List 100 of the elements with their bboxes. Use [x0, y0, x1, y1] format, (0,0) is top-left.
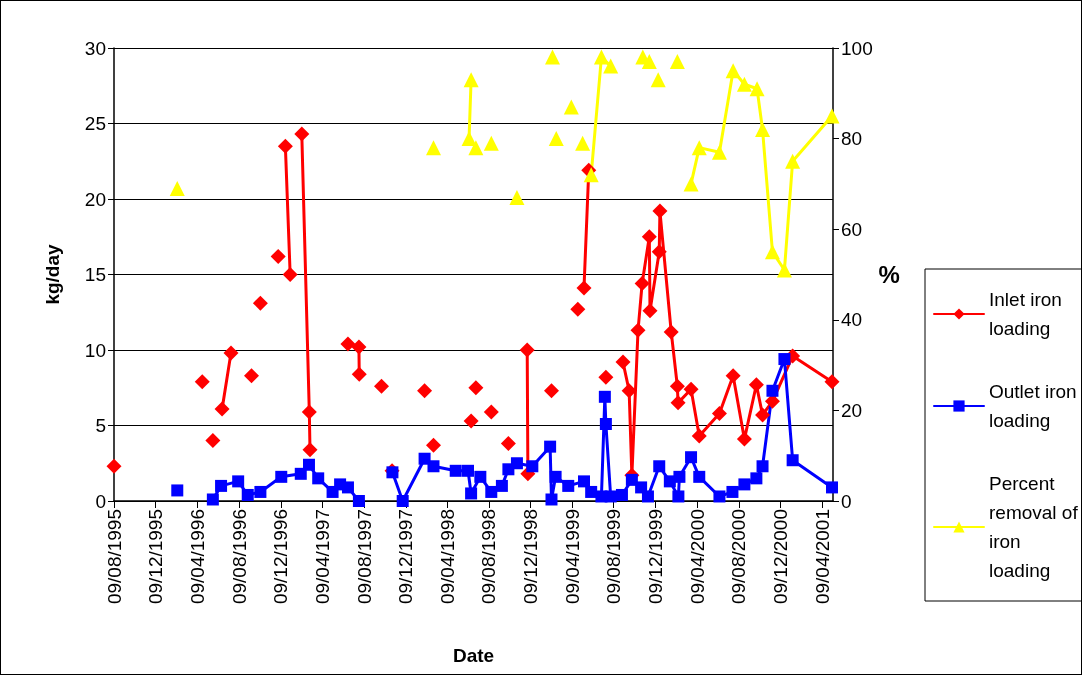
point	[417, 383, 433, 399]
y2-tick-label: 20	[841, 399, 863, 421]
point	[373, 378, 389, 394]
point	[223, 345, 239, 361]
point	[302, 442, 318, 458]
point	[449, 464, 462, 477]
point	[548, 131, 564, 147]
x-tick-label: 09/04/2001	[811, 509, 833, 605]
legend-label: Percent removal of iron loading	[989, 473, 1082, 581]
point	[463, 72, 479, 88]
x-tick-label: 09/08/1997	[353, 509, 375, 605]
x-tick-label: 09/12/1995	[145, 509, 167, 605]
y2-tick-label: 0	[841, 490, 852, 512]
point	[603, 58, 619, 74]
point	[786, 454, 799, 467]
point	[711, 405, 727, 421]
point	[427, 460, 440, 473]
point	[725, 63, 741, 79]
point	[599, 417, 612, 430]
x-tick-label: 09/12/1998	[520, 509, 542, 605]
point	[824, 374, 840, 390]
point	[711, 144, 727, 160]
point	[282, 267, 298, 282]
x-tick-label: 09/12/1999	[644, 509, 666, 605]
y2-tick-label: 80	[841, 128, 863, 150]
point	[465, 487, 478, 500]
point	[545, 493, 558, 506]
y-tick-label: 25	[84, 113, 106, 134]
y-tick-label: 20	[84, 188, 106, 210]
point	[254, 485, 267, 498]
y-tick-label: 10	[84, 339, 106, 361]
point	[562, 479, 575, 492]
point	[738, 478, 751, 491]
x-tick-label: 09/04/2000	[686, 509, 708, 605]
point	[621, 383, 637, 399]
point	[352, 495, 365, 507]
point	[425, 437, 441, 453]
point	[468, 380, 484, 396]
point	[598, 390, 611, 403]
point	[526, 460, 539, 473]
point	[615, 488, 628, 501]
y-tick-label: 5	[95, 415, 106, 436]
x-tick-label: 09/12/1997	[395, 509, 417, 605]
point	[750, 472, 763, 485]
point	[340, 336, 356, 352]
point	[275, 470, 288, 483]
point	[351, 339, 367, 355]
point	[570, 301, 586, 317]
x-tick-label: 09/08/1998	[478, 509, 500, 605]
point	[673, 470, 686, 483]
point	[294, 467, 307, 480]
point	[509, 189, 525, 205]
point	[194, 374, 210, 390]
point	[691, 428, 707, 444]
point	[483, 135, 499, 151]
x-tick-label: 09/04/1999	[561, 509, 583, 605]
point	[593, 49, 609, 65]
point	[474, 470, 487, 483]
point	[641, 229, 657, 245]
point	[351, 366, 367, 382]
point	[461, 131, 477, 147]
point	[669, 378, 685, 394]
point	[214, 401, 230, 417]
x-tick-label: 09/08/2000	[728, 509, 750, 605]
point	[577, 475, 590, 488]
x-tick-label: 09/04/1996	[186, 509, 208, 605]
point	[106, 458, 122, 474]
point	[277, 138, 293, 154]
y2-axis-title: %	[878, 261, 900, 288]
point	[824, 108, 840, 124]
point	[215, 479, 228, 492]
point	[544, 440, 557, 453]
point	[301, 404, 317, 420]
legend-label: Inlet iron loading	[989, 289, 1068, 339]
point	[294, 126, 310, 142]
point	[206, 493, 219, 506]
point	[755, 122, 771, 138]
point	[630, 322, 646, 338]
point	[736, 76, 752, 92]
point	[396, 495, 409, 507]
point	[549, 470, 562, 483]
point	[312, 472, 325, 485]
point	[785, 153, 801, 169]
y-axis-title: kg/day	[42, 243, 63, 305]
point	[425, 140, 441, 156]
point	[653, 460, 666, 473]
point	[576, 280, 592, 296]
point	[672, 490, 685, 503]
point	[615, 354, 631, 370]
point	[634, 276, 650, 292]
point	[669, 54, 685, 70]
y2-tick-label: 60	[841, 218, 863, 240]
x-tick-label: 09/08/1996	[228, 509, 250, 605]
point	[756, 460, 769, 473]
point	[776, 262, 792, 278]
x-tick-label: 09/12/2000	[770, 509, 792, 605]
point	[685, 451, 698, 464]
point	[500, 436, 516, 452]
point	[670, 395, 686, 411]
point	[725, 368, 741, 384]
